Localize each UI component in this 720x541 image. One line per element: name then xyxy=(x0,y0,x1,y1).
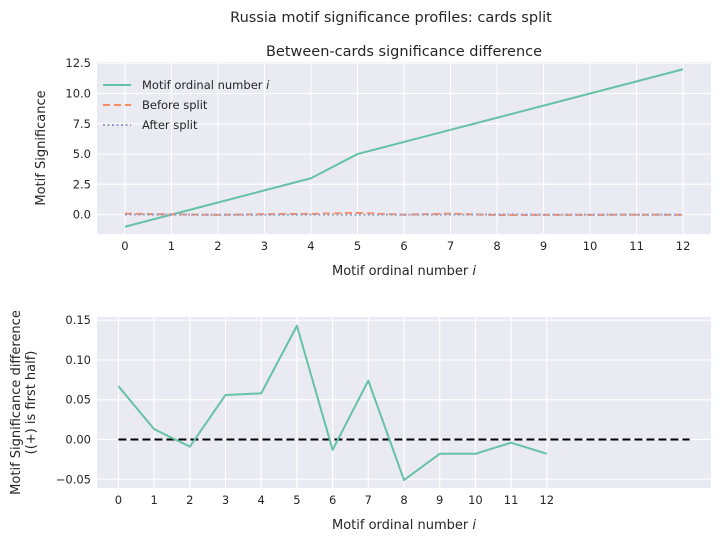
x-tick-label: 1 xyxy=(168,239,175,253)
x-tick-label: 2 xyxy=(186,493,193,507)
x-axis-label-variable: i xyxy=(472,264,476,279)
legend-label-text: Before split xyxy=(142,98,208,112)
y-tick-label: 10.0 xyxy=(65,86,91,100)
y-tick-label: 7.5 xyxy=(73,117,91,131)
x-tick-label: 5 xyxy=(293,493,300,507)
legend-label: Before split xyxy=(142,98,208,112)
y-axis-label-line: Motif Significance difference xyxy=(9,310,24,495)
x-tick-label: 0 xyxy=(115,493,122,507)
y-axis-label-line: ((+) is first half) xyxy=(24,351,39,455)
x-tick-label: 0 xyxy=(121,239,128,253)
x-tick-label: 3 xyxy=(222,493,229,507)
x-axis-label-text: Motif ordinal number xyxy=(332,264,472,279)
x-tick-label: 7 xyxy=(365,493,372,507)
legend-label-text: After split xyxy=(142,118,198,132)
x-tick-label: 6 xyxy=(329,493,336,507)
x-axis-label: Motif ordinal number i xyxy=(332,518,476,533)
x-tick-label: 9 xyxy=(436,493,443,507)
x-tick-label: 4 xyxy=(258,493,265,507)
x-tick-label: 10 xyxy=(468,493,483,507)
x-tick-label: 6 xyxy=(400,239,407,253)
chart-title: Between-cards significance difference xyxy=(266,44,542,60)
x-axis-label-variable: i xyxy=(472,518,476,533)
x-tick-label: 9 xyxy=(540,239,547,253)
figure-suptitle: Russia motif significance profiles: card… xyxy=(230,10,552,26)
top-chart: 0.02.55.07.510.012.50 1 2 3 4 5 6 7 8 9 10 11 12Betw… xyxy=(34,44,711,279)
x-tick-label: 12 xyxy=(676,239,691,253)
x-tick-label: 10 xyxy=(583,239,598,253)
legend-label-variable: i xyxy=(266,78,270,92)
y-tick-label: 0.0 xyxy=(73,208,91,222)
x-tick-label: 8 xyxy=(400,493,407,507)
x-tick-label: 1 xyxy=(150,493,157,507)
legend: Motif ordinal number i Before split After … xyxy=(103,78,270,132)
series-line-0 xyxy=(117,324,548,482)
bottom-chart: −0.050.000.050.100.150 1 2 3 4 5 6 7 8 9 10 11 12Mot… xyxy=(9,310,711,533)
y-tick-label: 0.00 xyxy=(65,432,91,446)
x-tick-label: 4 xyxy=(307,239,314,253)
legend-label: After split xyxy=(142,118,198,132)
x-axis-label-text: Motif ordinal number xyxy=(332,518,472,533)
legend-label-text: Motif ordinal number xyxy=(142,78,266,92)
y-tick-label: 2.5 xyxy=(73,177,91,191)
x-tick-label: 5 xyxy=(354,239,361,253)
y-tick-label: 0.15 xyxy=(65,313,91,327)
x-axis-label: Motif ordinal number i xyxy=(332,264,476,279)
y-tick-label: 5.0 xyxy=(73,147,91,161)
series-line-0 xyxy=(124,68,684,228)
y-tick-label: 0.10 xyxy=(65,353,91,367)
x-tick-label: 11 xyxy=(629,239,644,253)
x-tick-label: 3 xyxy=(261,239,268,253)
y-tick-label: 0.05 xyxy=(65,393,91,407)
y-axis-label: Motif Significance xyxy=(34,90,49,205)
x-tick-label: 12 xyxy=(539,493,554,507)
x-tick-label: 2 xyxy=(214,239,221,253)
y-tick-label: −0.05 xyxy=(56,472,91,486)
y-tick-label: 12.5 xyxy=(65,56,91,70)
x-tick-label: 8 xyxy=(493,239,500,253)
x-tick-label: 11 xyxy=(504,493,519,507)
legend-label: Motif ordinal number i xyxy=(142,78,270,92)
x-tick-label: 7 xyxy=(447,239,454,253)
